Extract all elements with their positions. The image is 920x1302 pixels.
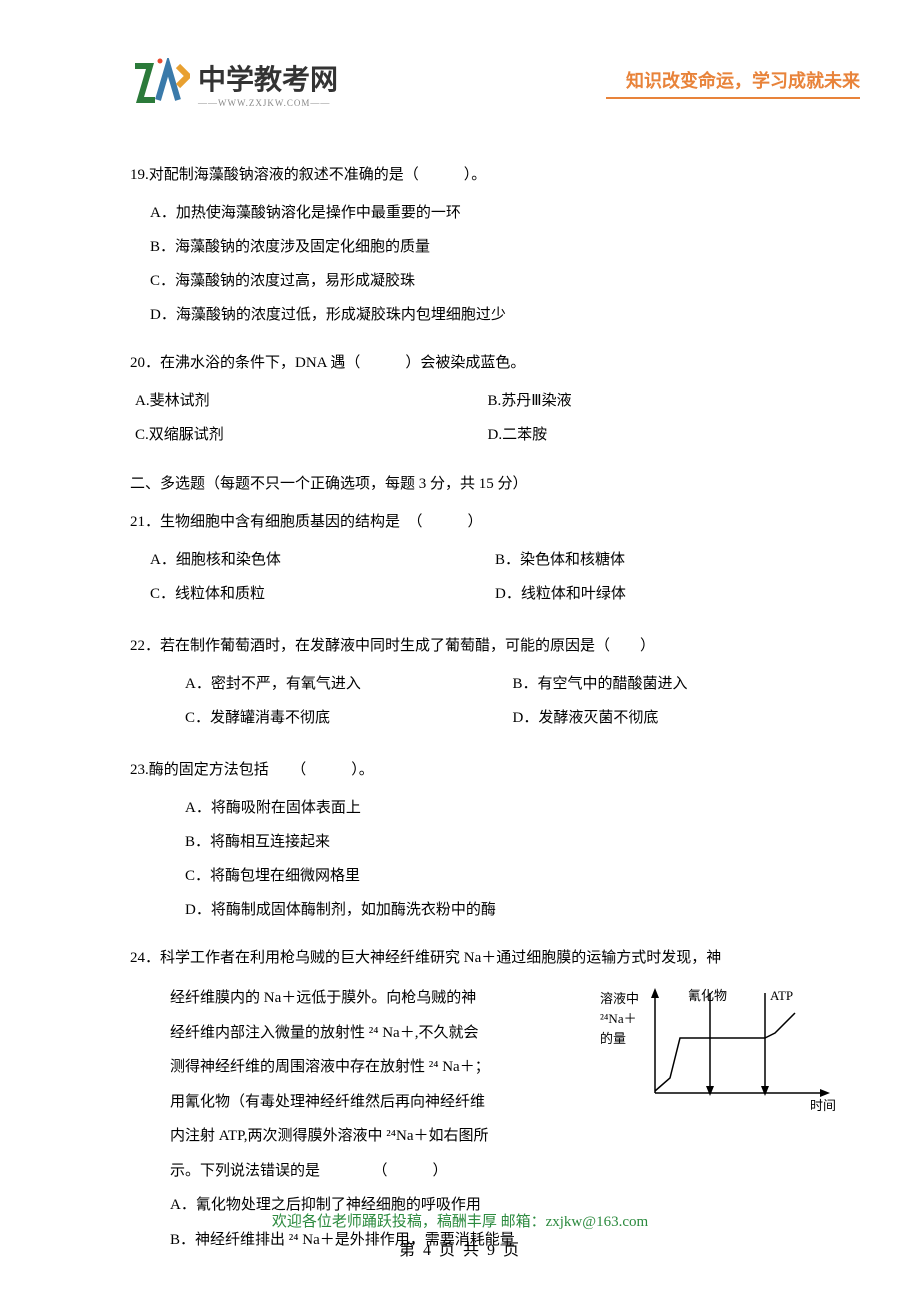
- chart-ylabel1: 溶液中: [600, 991, 639, 1006]
- q21-option-c: C．线粒体和质粒: [150, 579, 495, 609]
- chart-xlabel: 时间: [810, 1098, 836, 1113]
- q19-option-c: C．海藻酸钠的浓度过高，易形成凝胶珠: [150, 266, 840, 296]
- chart-ylabel2: ²⁴Na＋: [600, 1011, 637, 1026]
- q20-option-d: D.二苯胺: [488, 420, 841, 450]
- q20-text: 20．在沸水浴的条件下，DNA 遇（ ）会被染成蓝色。: [130, 348, 840, 378]
- q23-text: 23.酶的固定方法包括 （ ）。: [130, 755, 840, 785]
- q19-option-b: B．海藻酸钠的浓度涉及固定化细胞的质量: [150, 232, 840, 262]
- chart-label2: ATP: [770, 988, 793, 1003]
- q22-text: 22．若在制作葡萄酒时，在发酵液中同时生成了葡萄醋，可能的原因是（ ）: [130, 631, 840, 661]
- q20-option-b: B.苏丹Ⅲ染液: [488, 386, 841, 416]
- q19-options: A．加热使海藻酸钠溶化是操作中最重要的一环 B．海藻酸钠的浓度涉及固定化细胞的质…: [130, 198, 840, 330]
- question-19: 19.对配制海藻酸钠溶液的叙述不准确的是（ ）。 A．加热使海藻酸钠溶化是操作中…: [130, 160, 840, 330]
- q20-option-a: A.斐林试剂: [135, 386, 488, 416]
- q19-text: 19.对配制海藻酸钠溶液的叙述不准确的是（ ）。: [130, 160, 840, 190]
- chart-svg: 溶液中 ²⁴Na＋ 的量 氰化物 ATP 时间: [600, 978, 840, 1118]
- q22-option-d: D．发酵液灭菌不彻底: [513, 703, 841, 733]
- page-header: 中学教考网 ——WWW.ZXJKW.COM—— 知识改变命运，学习成就未来: [130, 58, 860, 108]
- question-22: 22．若在制作葡萄酒时，在发酵液中同时生成了葡萄醋，可能的原因是（ ） A．密封…: [130, 631, 840, 737]
- logo-sub-text: ——WWW.ZXJKW.COM——: [198, 98, 338, 108]
- q23-option-c: C．将酶包埋在细微网格里: [185, 861, 840, 891]
- question-20: 20．在沸水浴的条件下，DNA 遇（ ）会被染成蓝色。 A.斐林试剂 B.苏丹Ⅲ…: [130, 348, 840, 454]
- chart-label1: 氰化物: [688, 988, 727, 1003]
- page-content: 19.对配制海藻酸钠溶液的叙述不准确的是（ ）。 A．加热使海藻酸钠溶化是操作中…: [130, 160, 840, 1275]
- footer-page-number: 第 4 页 共 9 页: [0, 1236, 920, 1260]
- footer-line1: 欢迎各位老师踊跃投稿，稿酬丰厚 邮箱：zxjkw@163.com: [0, 1210, 920, 1231]
- page-footer: 欢迎各位老师踊跃投稿，稿酬丰厚 邮箱：zxjkw@163.com 第 4 页 共…: [0, 1210, 920, 1260]
- q24-line6: 内注射 ATP,两次测得膜外溶液中 ²⁴Na＋如右图所: [170, 1119, 840, 1154]
- header-slogan: 知识改变命运，学习成就未来: [606, 67, 860, 99]
- q23-option-d: D．将酶制成固体酶制剂，如加酶洗衣粉中的酶: [185, 895, 840, 925]
- footer-email: ：zxjkw@163.com: [531, 1214, 649, 1230]
- footer-prefix: 欢迎各位老师踊跃投稿，稿酬丰厚 邮箱: [272, 1214, 531, 1230]
- q21-option-a: A．细胞核和染色体: [150, 545, 495, 575]
- q23-option-a: A．将酶吸附在固体表面上: [185, 793, 840, 823]
- q22-option-a: A．密封不严，有氧气进入: [185, 669, 513, 699]
- q19-option-d: D．海藻酸钠的浓度过低，形成凝胶珠内包埋细胞过少: [150, 300, 840, 330]
- q22-option-c: C．发酵罐消毒不彻底: [185, 703, 513, 733]
- q22-option-b: B．有空气中的醋酸菌进入: [513, 669, 841, 699]
- q21-options: A．细胞核和染色体 B．染色体和核糖体 C．线粒体和质粒 D．线粒体和叶绿体: [130, 545, 840, 613]
- q21-option-b: B．染色体和核糖体: [495, 545, 840, 575]
- logo-icon: [130, 58, 190, 108]
- section-2-header: 二、多选题（每题不只一个正确选项，每题 3 分，共 15 分）: [130, 472, 840, 493]
- q21-option-d: D．线粒体和叶绿体: [495, 579, 840, 609]
- logo-main-text: 中学教考网: [198, 64, 338, 95]
- q20-option-c: C.双缩脲试剂: [135, 420, 488, 450]
- question-23: 23.酶的固定方法包括 （ ）。 A．将酶吸附在固体表面上 B．将酶相互连接起来…: [130, 755, 840, 925]
- logo-section: 中学教考网 ——WWW.ZXJKW.COM——: [130, 58, 338, 108]
- q21-text: 21．生物细胞中含有细胞质基因的结构是 （ ）: [130, 507, 840, 537]
- q23-options: A．将酶吸附在固体表面上 B．将酶相互连接起来 C．将酶包埋在细微网格里 D．将…: [130, 793, 840, 925]
- chart-ylabel3: 的量: [600, 1031, 626, 1046]
- q23-option-b: B．将酶相互连接起来: [185, 827, 840, 857]
- q20-options: A.斐林试剂 B.苏丹Ⅲ染液 C.双缩脲试剂 D.二苯胺: [130, 386, 840, 454]
- q22-options: A．密封不严，有氧气进入 B．有空气中的醋酸菌进入 C．发酵罐消毒不彻底 D．发…: [130, 669, 840, 737]
- q19-option-a: A．加热使海藻酸钠溶化是操作中最重要的一环: [150, 198, 840, 228]
- logo-text: 中学教考网 ——WWW.ZXJKW.COM——: [198, 58, 338, 108]
- q24-chart: 溶液中 ²⁴Na＋ 的量 氰化物 ATP 时间: [600, 978, 840, 1118]
- q24-text: 24．科学工作者在利用枪乌贼的巨大神经纤维研究 Na＋通过细胞膜的运输方式时发现…: [130, 943, 840, 973]
- question-21: 21．生物细胞中含有细胞质基因的结构是 （ ） A．细胞核和染色体 B．染色体和…: [130, 507, 840, 613]
- q24-line7: 示。下列说法错误的是 （ ）: [170, 1154, 840, 1189]
